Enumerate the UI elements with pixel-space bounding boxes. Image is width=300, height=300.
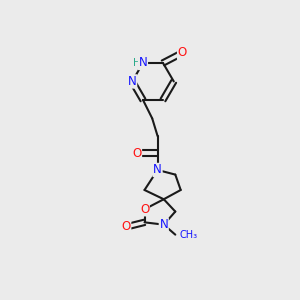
Text: N: N — [153, 164, 162, 176]
Text: O: O — [132, 146, 141, 160]
Text: N: N — [159, 218, 168, 231]
Text: CH₃: CH₃ — [179, 230, 197, 240]
Text: O: O — [122, 220, 131, 233]
Text: N: N — [139, 56, 147, 69]
Text: H: H — [133, 58, 141, 68]
Text: N: N — [128, 75, 136, 88]
Text: O: O — [140, 203, 149, 216]
Text: O: O — [178, 46, 187, 59]
